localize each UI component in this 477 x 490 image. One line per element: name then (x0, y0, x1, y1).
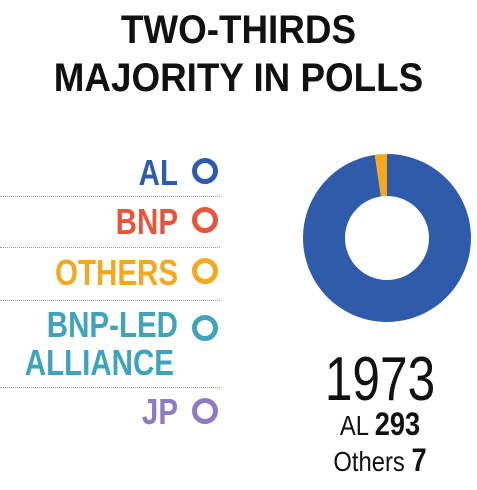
stat-others: Others 7 (312, 444, 448, 478)
legend-label-alliance: ALLIANCE (24, 342, 174, 383)
legend-item-bnp: BNP (0, 197, 220, 248)
legend-item-al: AL (0, 148, 220, 197)
legend-item-bnp-led-alliance: BNP-LED ALLIANCE (0, 301, 220, 388)
stat-others-label: Others (333, 446, 405, 477)
title-line-1: TWO-THIRDS (120, 8, 356, 52)
ring-icon (192, 158, 218, 184)
legend-item-others: OTHERS (0, 248, 220, 301)
chart-year: 1973 (324, 345, 436, 414)
stat-others-value: 7 (411, 442, 427, 478)
title-line-2: MAJORITY IN POLLS (53, 56, 424, 100)
stat-al-label: AL (339, 410, 369, 441)
legend-label-al: AL (138, 152, 178, 193)
legend-item-jp: JP (0, 388, 220, 434)
stat-al-value: 293 (374, 406, 421, 442)
stat-al: AL 293 (312, 408, 448, 442)
ring-icon (192, 258, 218, 284)
legend-label-others: OTHERS (54, 252, 178, 293)
legend-label-bnp: BNP (115, 201, 178, 242)
ring-icon (192, 315, 218, 341)
ring-icon (192, 207, 218, 233)
legend: AL BNP OTHERS BNP-LED ALLIANCE JP (0, 148, 220, 434)
legend-label-jp: JP (141, 391, 178, 432)
donut-slice-al (303, 154, 471, 323)
chart-title: TWO-THIRDS MAJORITY IN POLLS (19, 6, 458, 102)
ring-icon (192, 398, 218, 424)
donut-slice-others (374, 154, 387, 197)
legend-label-bnp-led: BNP-LED (46, 304, 178, 345)
